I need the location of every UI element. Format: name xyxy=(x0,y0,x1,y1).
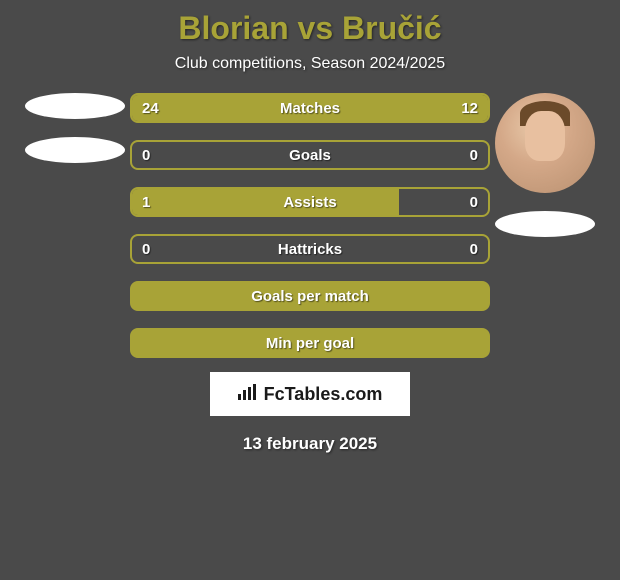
stat-bar-left xyxy=(132,189,399,215)
player-left-flag-placeholder xyxy=(25,137,125,163)
player-right-avatar xyxy=(495,93,595,193)
branding-badge[interactable]: FcTables.com xyxy=(210,372,410,416)
subtitle: Club competitions, Season 2024/2025 xyxy=(0,55,620,73)
player-left-avatar-placeholder xyxy=(25,93,125,119)
stats-container: 24 Matches 12 0 Goals 0 1 Assists 0 0 Hattricks 0 Go… xyxy=(130,93,490,358)
branding-text: FcTables.com xyxy=(264,384,383,405)
page-title: Blorian vs Bručić xyxy=(0,10,620,47)
stat-label: Goals xyxy=(289,147,331,164)
stat-value-right: 0 xyxy=(470,194,478,211)
stat-row: 0 Goals 0 xyxy=(130,140,490,170)
stat-label: Assists xyxy=(283,194,336,211)
stat-row: 1 Assists 0 xyxy=(130,187,490,217)
chart-icon xyxy=(238,384,258,405)
stat-label: Min per goal xyxy=(266,335,354,352)
stat-value-left: 0 xyxy=(142,147,150,164)
stat-value-left: 24 xyxy=(142,100,159,117)
main-container: Blorian vs Bručić Club competitions, Sea… xyxy=(0,0,620,464)
stat-row-full: Goals per match xyxy=(130,281,490,311)
stat-value-right: 0 xyxy=(470,147,478,164)
stat-row-full: Min per goal xyxy=(130,328,490,358)
content-row: 24 Matches 12 0 Goals 0 1 Assists 0 0 Hattricks 0 Go… xyxy=(0,93,620,358)
stat-value-left: 1 xyxy=(142,194,150,211)
player-left-column xyxy=(20,93,130,163)
stat-value-right: 12 xyxy=(461,100,478,117)
date-label: 13 february 2025 xyxy=(0,434,620,454)
stat-value-left: 0 xyxy=(142,241,150,258)
player-right-flag-placeholder xyxy=(495,211,595,237)
stat-label: Hattricks xyxy=(278,241,342,258)
stat-row: 0 Hattricks 0 xyxy=(130,234,490,264)
stat-row: 24 Matches 12 xyxy=(130,93,490,123)
stat-value-right: 0 xyxy=(470,241,478,258)
stat-label: Goals per match xyxy=(251,288,369,305)
player-right-column xyxy=(490,93,600,237)
stat-label: Matches xyxy=(280,100,340,117)
